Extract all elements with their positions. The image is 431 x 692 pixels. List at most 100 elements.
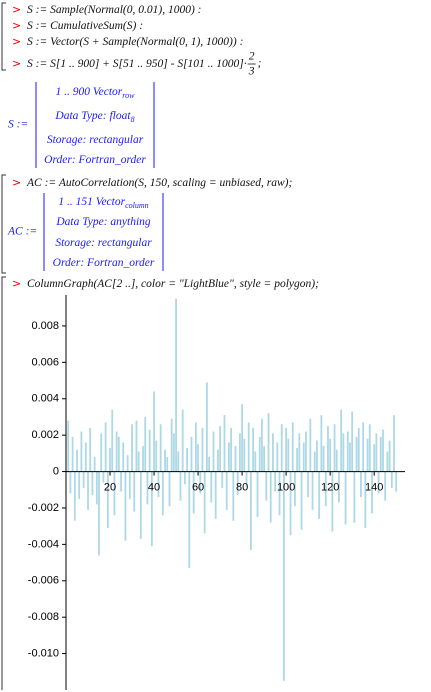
bar (102, 471, 105, 483)
bar (183, 471, 186, 485)
bar (225, 471, 228, 510)
output-subscript: column (125, 201, 149, 210)
output-row: 1 .. 900 Vectorrow (56, 86, 136, 100)
bar (71, 436, 74, 472)
bar (368, 424, 371, 472)
output-row: Data Type: anything (55, 216, 151, 228)
bar (331, 471, 334, 532)
x-tick-label: 120 (321, 481, 339, 493)
group-bracket (1, 276, 6, 690)
bar (84, 442, 87, 472)
bar (377, 471, 380, 494)
bar (278, 471, 281, 516)
y-tick-label: 0 (53, 465, 59, 477)
bar (272, 433, 274, 472)
bar (327, 426, 329, 472)
bar (78, 471, 81, 499)
bar (139, 471, 142, 539)
bar (104, 422, 107, 472)
bar (280, 424, 283, 472)
bar (210, 471, 213, 503)
input-text: S := Sample(Normal(0, 0.01), 1000) : (27, 4, 202, 16)
input-line: S := Vector(S + Sample(Normal(0, 1), 100… (27, 36, 243, 48)
bar (234, 446, 237, 472)
bar (177, 451, 180, 472)
bar (168, 471, 171, 507)
prompt: > (12, 3, 21, 16)
bar (197, 444, 199, 472)
bar (382, 429, 384, 472)
prompt: > (12, 19, 21, 32)
output-text: Data Type: float (54, 110, 131, 122)
bar (128, 471, 131, 499)
bar (283, 471, 285, 681)
bar (170, 418, 173, 472)
input-line: S := Sample(Normal(0, 0.01), 1000) : (27, 4, 202, 16)
input-line: S := S[1 .. 900] + S[51 .. 950] - S[101 … (27, 58, 247, 70)
bar (150, 471, 153, 547)
bar (364, 471, 367, 528)
y-tick-label: 0.002 (31, 429, 59, 441)
bar (355, 436, 358, 472)
bar (223, 415, 226, 472)
bar (309, 418, 312, 472)
bar (131, 424, 133, 472)
bar (203, 471, 206, 534)
input-text: S := Vector(S + Sample(Normal(0, 1), 100… (27, 36, 243, 48)
bar (67, 420, 70, 472)
bar (166, 457, 169, 472)
x-tick-label: 140 (365, 481, 383, 493)
bar (239, 433, 241, 472)
bar (322, 446, 325, 472)
y-tick-label: 0.006 (31, 356, 59, 368)
bar (243, 438, 246, 472)
x-tick-label: 100 (277, 481, 295, 493)
bar (395, 471, 398, 492)
y-tick-label: -0.002 (28, 502, 59, 514)
y-tick-label: -0.010 (28, 648, 59, 660)
bar (276, 442, 279, 472)
output-row: Storage: rectangular (55, 237, 152, 249)
bar (194, 422, 197, 472)
output-text: Storage: rectangular (55, 237, 152, 249)
bar (261, 418, 263, 472)
bar (320, 415, 323, 472)
bar (201, 427, 204, 472)
y-tick-label: 0.008 (31, 320, 59, 332)
bar (230, 427, 232, 472)
bar (122, 442, 125, 472)
bar (335, 449, 338, 472)
bar (120, 471, 122, 492)
bar (214, 471, 217, 519)
bar (349, 442, 351, 472)
bar (267, 413, 270, 472)
output-row: Order: Fortran_order (44, 154, 146, 166)
bar (216, 449, 219, 472)
bar (384, 471, 387, 501)
bar (318, 471, 321, 519)
bar (300, 471, 303, 530)
bar (254, 451, 257, 472)
bar (164, 449, 166, 472)
bar (390, 471, 393, 488)
bar (148, 429, 151, 472)
bar (346, 431, 349, 472)
bar (69, 471, 72, 494)
bar (100, 433, 103, 472)
bar (287, 438, 290, 472)
bar (144, 416, 147, 472)
bar (179, 471, 182, 501)
bar (232, 471, 235, 521)
prompt: > (12, 176, 21, 189)
bar (188, 471, 191, 569)
input-line: ColumnGraph(AC[2 ..], color = "LightBlue… (27, 278, 319, 290)
bar (386, 451, 389, 472)
output-row: Data Type: float8 (54, 110, 134, 124)
bar (80, 431, 83, 472)
bar (95, 471, 98, 505)
output-subscript: 8 (131, 115, 135, 124)
bar (146, 471, 149, 505)
bar (236, 471, 239, 496)
bar (137, 451, 140, 472)
